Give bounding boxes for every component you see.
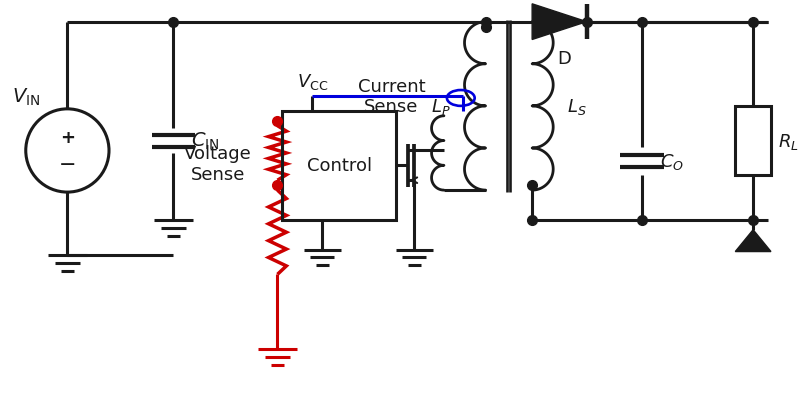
Text: $C_{\mathregular{IN}}$: $C_{\mathregular{IN}}$ [191, 130, 220, 152]
Text: −: − [58, 155, 76, 175]
Text: $L_S$: $L_S$ [567, 97, 586, 117]
Bar [735, 107, 771, 176]
Text: Current
Sense: Current Sense [358, 77, 426, 116]
Text: $V_{\mathregular{IN}}$: $V_{\mathregular{IN}}$ [12, 86, 40, 107]
Text: +: + [60, 128, 75, 146]
Text: $C_O$: $C_O$ [660, 152, 684, 172]
Text: $V_{\mathregular{CC}}$: $V_{\mathregular{CC}}$ [297, 72, 328, 92]
Text: D: D [557, 50, 570, 68]
Text: $L_P$: $L_P$ [431, 97, 451, 117]
Polygon shape [532, 5, 586, 40]
Text: $R_L$: $R_L$ [778, 131, 798, 151]
Bar [282, 111, 396, 220]
Text: Control: Control [307, 157, 372, 175]
Text: Voltage
Sense: Voltage Sense [184, 145, 252, 183]
Polygon shape [735, 230, 771, 252]
